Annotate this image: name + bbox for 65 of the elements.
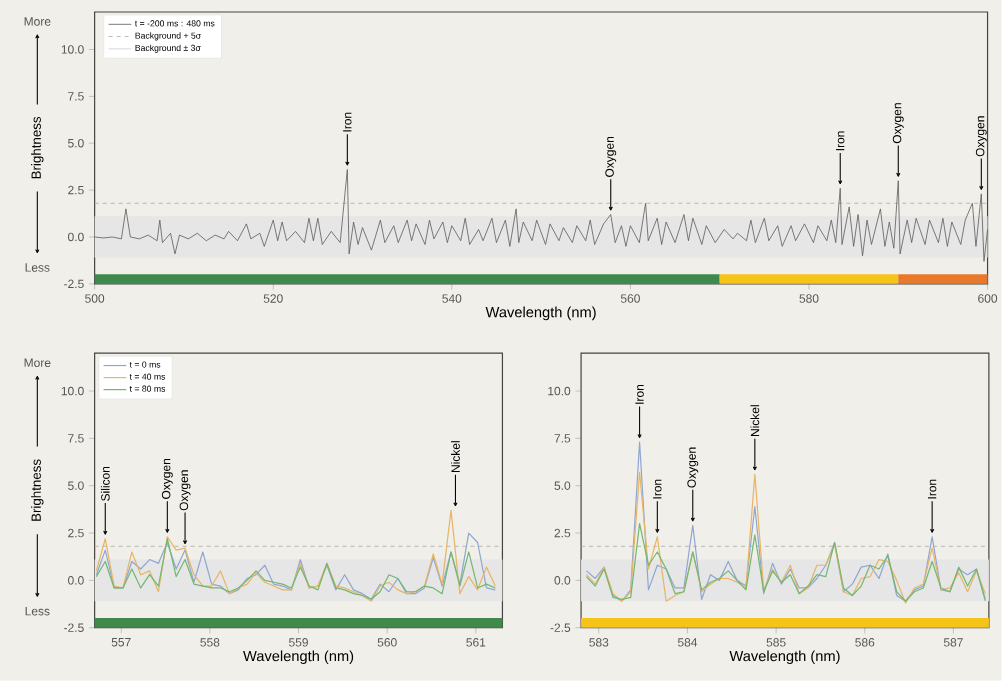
x-tick-label: 583 — [589, 638, 609, 647]
annotation: Oxygen — [161, 459, 173, 500]
y-tick-label: 0.0 — [554, 576, 571, 585]
x-tick-label: 600 — [978, 294, 998, 303]
y-tick-label: 5.0 — [68, 481, 84, 491]
annotation: Iron — [343, 112, 352, 132]
x-tick-label: 585 — [766, 638, 786, 647]
y-tick-label: 7.5 — [68, 434, 84, 443]
y-tick-label: 10.0 — [61, 386, 84, 396]
annotation: Nickel — [451, 441, 460, 473]
y-tick-label: 10.0 — [61, 45, 84, 54]
annotation: Iron — [836, 131, 845, 151]
annotation: Oxygen — [975, 116, 987, 157]
x-tick-label: 558 — [200, 638, 220, 647]
x-tick-label: 559 — [289, 638, 308, 647]
y-tick-label: 2.5 — [68, 186, 84, 195]
line-series — [585, 523, 986, 602]
x-tick-label: 540 — [442, 294, 462, 303]
y-tick-label: 5.0 — [68, 139, 84, 148]
y-tick-label: 10.0 — [548, 386, 571, 396]
legend-label: t = -200 ms : 480 ms — [134, 20, 215, 27]
x-tick-label: 557 — [111, 638, 131, 647]
y-tick-label: 7.5 — [68, 92, 84, 101]
y-tick-label: -2.5 — [64, 623, 84, 633]
annotation: Silicon — [100, 467, 110, 502]
legend-label: Background + 5σ — [135, 32, 201, 41]
annotation: Oxygen — [892, 103, 904, 144]
x-tick-label: 587 — [943, 638, 963, 647]
x-tick-label: 586 — [855, 638, 875, 647]
x-tick-label: 520 — [263, 294, 283, 303]
y-tick-label: 0.0 — [68, 232, 84, 242]
x-tick-label: 580 — [799, 294, 819, 303]
y-tick-label: 5.0 — [554, 481, 571, 491]
x-tick-label: 500 — [85, 294, 105, 303]
annotation: Nickel — [750, 405, 760, 437]
y-tick-label: 2.5 — [554, 528, 571, 538]
x-axis-title: Wavelength (nm) — [729, 650, 840, 665]
y-axis-title: Brightness — [31, 459, 44, 521]
annotation: Oxygen — [687, 447, 699, 488]
legend-label: Background ± 3σ — [135, 44, 201, 53]
x-tick-label: 560 — [620, 294, 640, 303]
line-series — [95, 509, 496, 602]
annotation: Iron — [635, 385, 644, 404]
annotation: Iron — [653, 479, 662, 499]
x-tick-label: 584 — [677, 638, 698, 647]
text: More — [24, 17, 51, 26]
y-tick-label: 7.5 — [554, 434, 571, 443]
text: Less — [25, 263, 50, 272]
y-tick-label: -2.5 — [550, 623, 571, 633]
legend-label: t = 80 ms — [129, 385, 166, 392]
y-axis-title: Brightness — [31, 117, 44, 179]
legend-label: t = 40 ms — [129, 373, 166, 380]
x-tick-label: 561 — [466, 638, 486, 647]
annotation: Oxygen — [179, 470, 191, 511]
text: Less — [25, 607, 50, 616]
annotation: Iron — [927, 479, 937, 499]
text: More — [24, 358, 51, 368]
x-axis-title: Wavelength (nm) — [485, 306, 596, 321]
x-axis-title: Wavelength (nm) — [243, 650, 354, 665]
y-tick-label: 0.0 — [68, 576, 84, 585]
annotation: Oxygen — [605, 137, 617, 178]
y-tick-label: -2.5 — [64, 279, 84, 289]
x-tick-label: 560 — [377, 638, 397, 647]
y-tick-label: 2.5 — [68, 528, 84, 538]
legend-label: t = 0 ms — [129, 361, 161, 368]
